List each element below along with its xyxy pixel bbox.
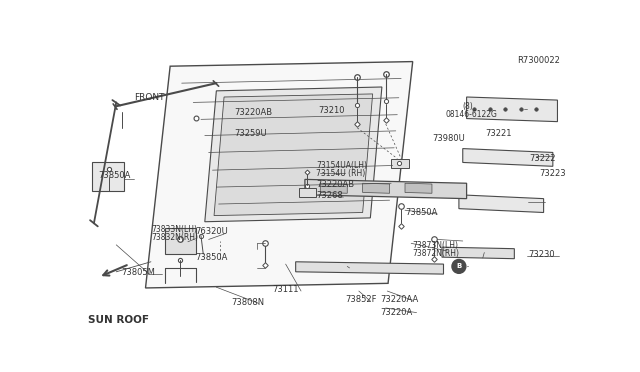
Text: 73980U: 73980U	[433, 134, 465, 143]
Text: 73852F: 73852F	[345, 295, 376, 304]
Polygon shape	[320, 183, 348, 193]
Polygon shape	[92, 162, 124, 191]
Text: 73259U: 73259U	[234, 129, 267, 138]
Polygon shape	[305, 179, 467, 199]
Polygon shape	[205, 87, 382, 222]
Text: 73111: 73111	[273, 285, 299, 294]
Polygon shape	[296, 262, 444, 274]
Text: SUN ROOF: SUN ROOF	[88, 315, 148, 325]
Text: 08146-6122G: 08146-6122G	[445, 110, 497, 119]
Text: 73223: 73223	[539, 169, 566, 178]
Text: 73850A: 73850A	[405, 208, 437, 217]
Text: 73805M: 73805M	[122, 268, 156, 277]
Polygon shape	[145, 62, 413, 288]
Text: 73808N: 73808N	[232, 298, 265, 307]
Text: R7300022: R7300022	[516, 55, 559, 64]
Polygon shape	[442, 247, 515, 259]
Polygon shape	[391, 158, 409, 168]
Text: 73833N(LH): 73833N(LH)	[151, 225, 197, 234]
Text: 76320U: 76320U	[196, 227, 228, 236]
Polygon shape	[214, 94, 372, 216]
Text: 73154UA(LH): 73154UA(LH)	[316, 161, 367, 170]
Text: 73154U (RH): 73154U (RH)	[316, 169, 365, 178]
Text: 73230: 73230	[528, 250, 555, 259]
Text: 73220A: 73220A	[380, 308, 413, 317]
Text: B: B	[456, 263, 461, 269]
Text: 73850A: 73850A	[196, 253, 228, 262]
Text: 73220AA: 73220AA	[380, 295, 419, 304]
Text: 73832N(RH): 73832N(RH)	[151, 232, 198, 242]
Circle shape	[452, 260, 466, 273]
Text: 73220AB: 73220AB	[234, 108, 272, 117]
Text: (8): (8)	[462, 102, 473, 111]
Text: 73220AB: 73220AB	[316, 180, 355, 189]
Polygon shape	[363, 183, 390, 193]
Polygon shape	[459, 195, 543, 212]
Polygon shape	[467, 97, 557, 122]
Text: 73850A: 73850A	[99, 171, 131, 180]
Polygon shape	[405, 183, 432, 193]
Polygon shape	[463, 148, 553, 166]
Text: FRONT: FRONT	[134, 93, 164, 102]
Polygon shape	[164, 228, 196, 254]
Text: 73210: 73210	[319, 106, 345, 115]
Polygon shape	[299, 188, 316, 197]
Text: 73268: 73268	[316, 191, 343, 200]
Text: 73873N(LH): 73873N(LH)	[413, 241, 459, 250]
Text: 73222: 73222	[529, 154, 556, 163]
Text: 73872N(RH): 73872N(RH)	[413, 249, 460, 258]
Text: 73221: 73221	[485, 129, 511, 138]
